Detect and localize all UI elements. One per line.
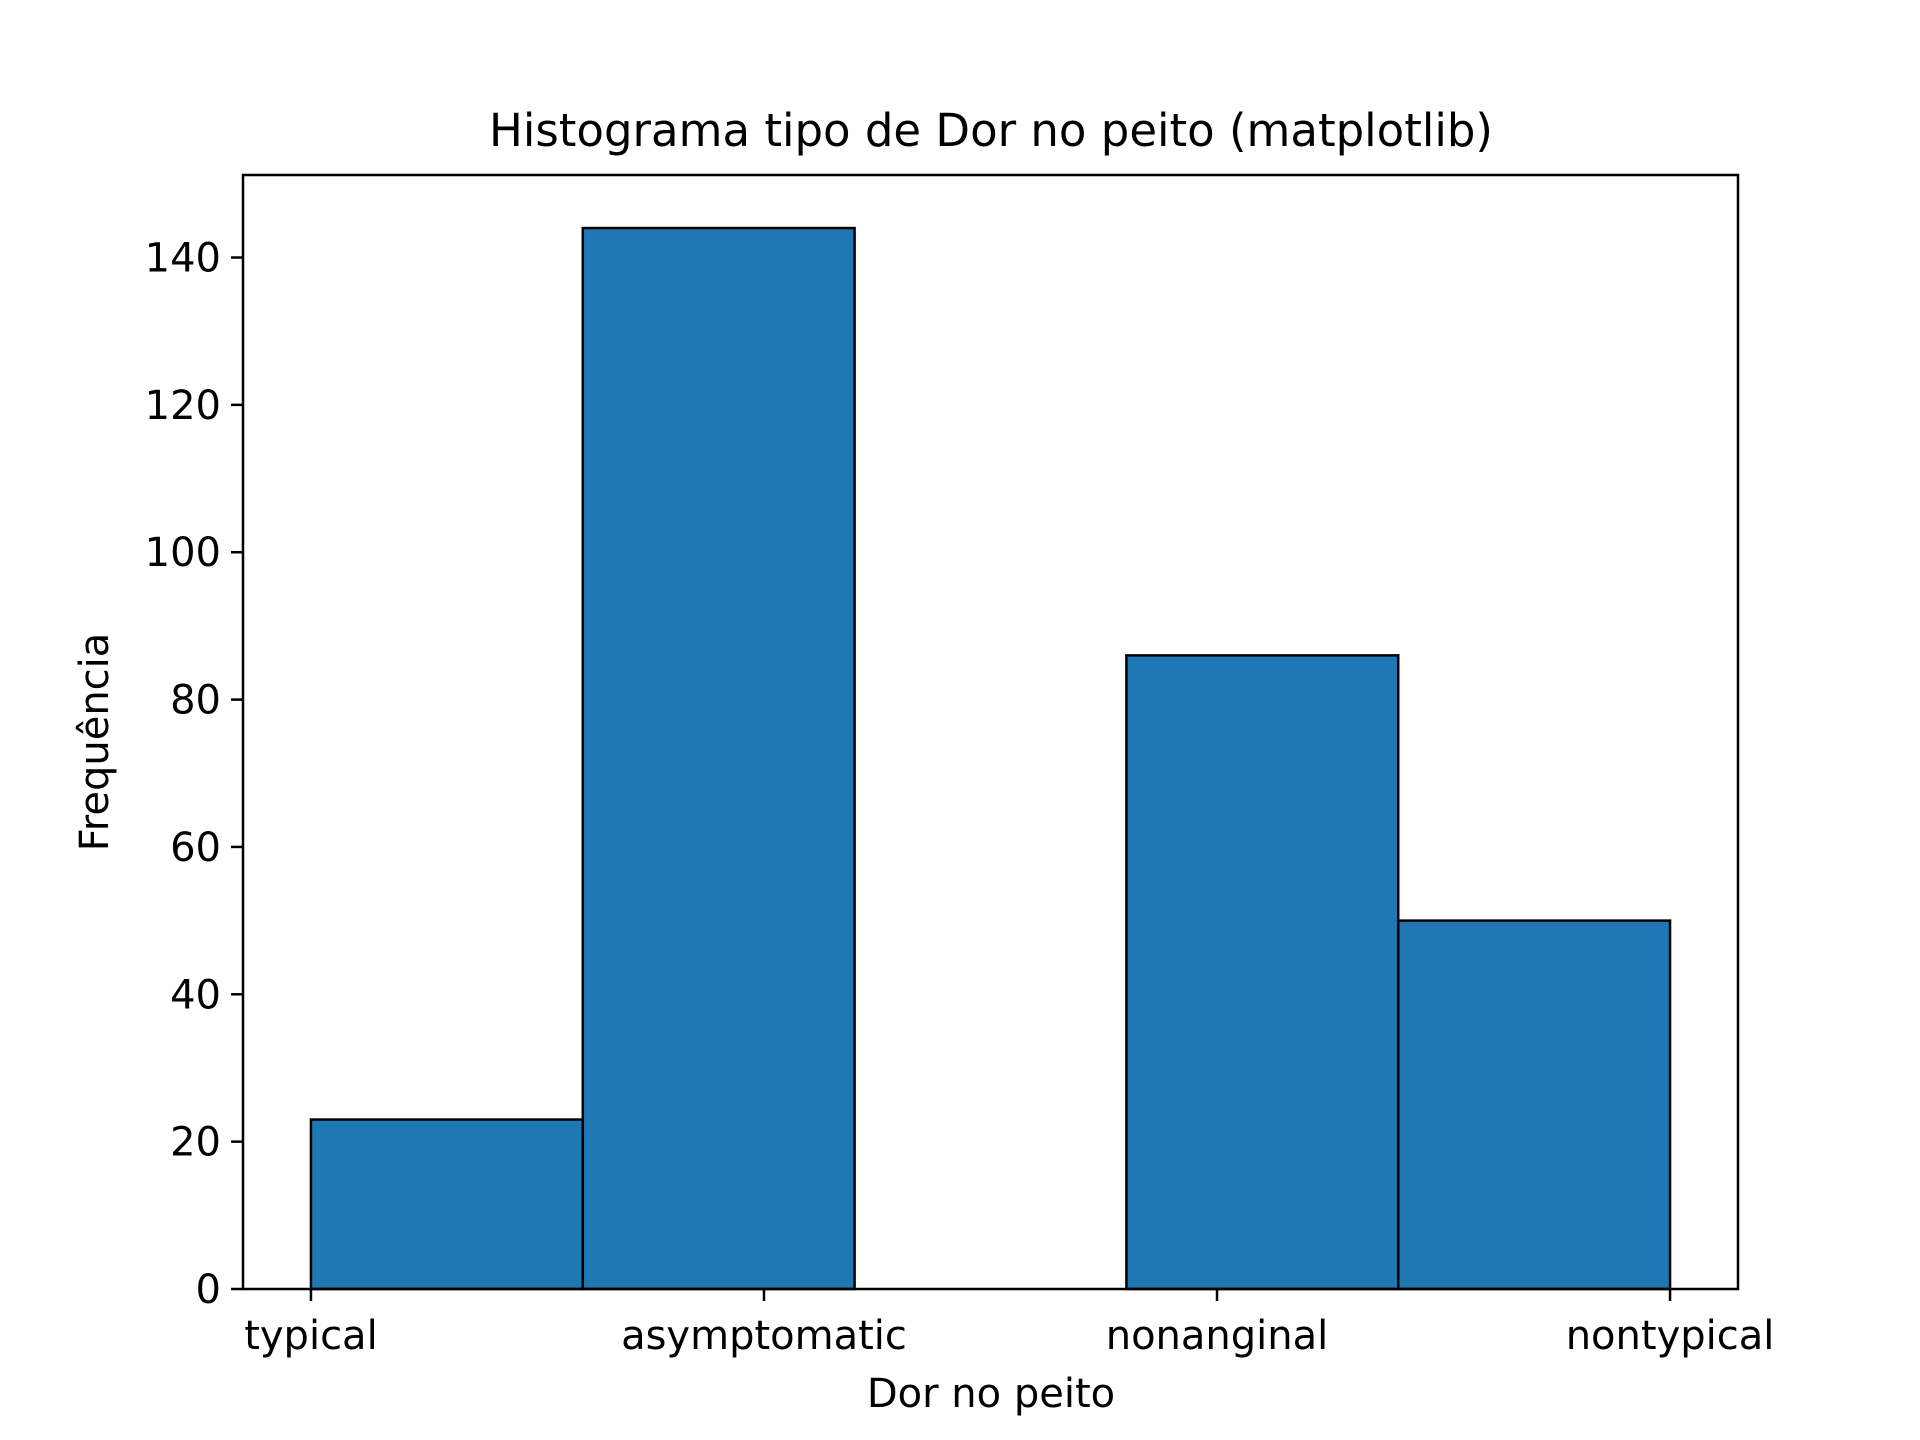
y-tick-label: 100	[145, 530, 221, 576]
x-axis-ticks: typical asymptomatic nonanginal nontypical	[244, 1289, 1774, 1359]
y-tick-label: 80	[170, 678, 221, 724]
histogram-bar	[581, 226, 856, 1291]
x-tick-label: typical	[244, 1313, 377, 1359]
x-tick-label: nonanginal	[1106, 1313, 1329, 1359]
x-tick-label: nontypical	[1566, 1313, 1775, 1359]
bars-group	[309, 226, 1672, 1291]
y-tick-label: 60	[170, 825, 221, 871]
y-axis-ticks: 0 20 40 60 80 100 120 140	[145, 236, 243, 1313]
histogram-bar	[1396, 919, 1672, 1291]
y-tick-label: 140	[145, 236, 221, 282]
y-tick-label: 20	[170, 1120, 221, 1166]
y-axis-label: Frequência	[72, 633, 118, 852]
x-tick-label: asymptomatic	[621, 1313, 907, 1359]
y-tick-label: 0	[196, 1267, 221, 1313]
x-axis-label: Dor no peito	[867, 1371, 1115, 1417]
y-tick-label: 120	[145, 383, 221, 429]
histogram-bar	[309, 1118, 585, 1291]
histogram-bar	[1125, 654, 1400, 1291]
y-tick-label: 40	[170, 972, 221, 1018]
plot-frame	[241, 173, 1740, 1291]
chart-title: Histograma tipo de Dor no peito (matplot…	[489, 104, 1493, 157]
